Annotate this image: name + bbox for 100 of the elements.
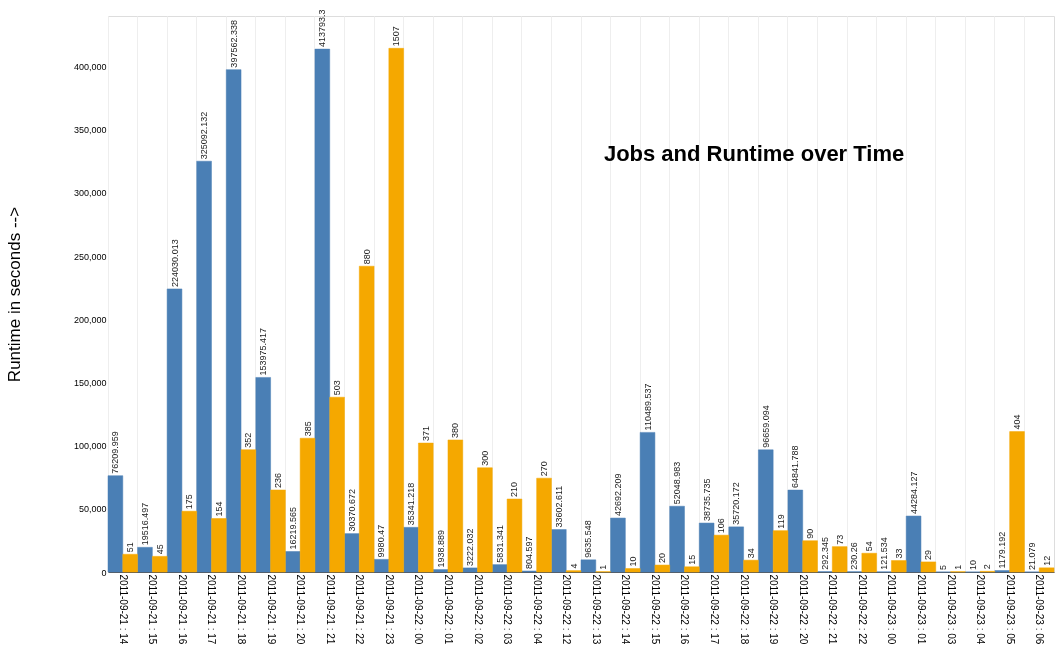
data-label: 45 [154,544,165,555]
bar [432,569,449,573]
data-label: 33602.611 [553,485,564,528]
bar [920,561,936,573]
data-label: 236 [272,472,283,488]
bar [1038,567,1055,573]
data-label: 352 [243,432,254,448]
x-tick-label: 2011-09-23 : 00 [886,574,898,645]
data-label: 20 [657,553,668,564]
data-label: 325092.132 [199,111,210,160]
data-label: 300 [479,450,490,466]
data-label: 35341.218 [406,482,417,526]
bar [447,439,463,573]
data-label: 38735.735 [701,478,712,522]
x-tick-label: 2011-09-21 : 16 [176,574,188,645]
bar [477,467,493,573]
data-label: 30370.672 [346,489,357,532]
bar [684,566,700,573]
bar [639,432,656,573]
data-label: 16219.565 [287,506,298,550]
data-label: 29 [923,549,934,560]
data-label: 110489.537 [642,383,653,431]
data-label: 44284.127 [908,471,919,515]
x-tick-label: 2011-09-23 : 01 [915,574,927,645]
data-label: 154 [213,501,224,517]
x-tick-label: 2011-09-22 : 16 [679,574,691,645]
y-axis-title: Runtime in seconds --> [4,206,24,383]
data-label: 175 [184,494,195,510]
x-tick-label: 2011-09-21 : 19 [265,574,277,645]
data-label: 90 [805,528,816,539]
x-tick-label: 2011-09-22 : 03 [502,574,514,645]
data-label: 10 [967,559,978,570]
x-tick-label: 2011-09-21 : 17 [206,574,218,645]
data-label: 1507 [391,26,402,47]
bar [373,559,390,573]
data-label: 2 [982,564,993,570]
data-label: 33 [893,548,904,559]
y-tick-label: 350,000 [73,125,107,136]
data-label: 292.345 [819,537,830,570]
data-label: 371 [420,426,431,442]
data-label: 9980.47 [376,524,387,558]
x-tick-label: 2011-09-21 : 20 [295,574,307,645]
data-label: 9635.548 [583,520,594,558]
data-label: 413793.3 [317,9,328,48]
bar [506,498,523,573]
x-tick-label: 2011-09-22 : 14 [620,574,632,645]
data-label: 12 [1041,555,1052,566]
bar [359,265,375,573]
data-label: 4 [568,563,579,569]
x-tick-label: 2011-09-22 : 02 [472,574,484,645]
y-tick-label: 250,000 [73,251,107,262]
x-tick-label: 2011-09-21 : 15 [147,574,159,645]
y-tick-label: 150,000 [73,377,107,388]
data-label: 15 [686,554,697,565]
data-label: 21.079 [1026,542,1037,570]
bar [388,48,404,573]
bar [905,515,922,573]
data-label: 54 [864,541,875,552]
x-tick-label: 2011-09-21 : 18 [236,574,248,645]
data-label: 503 [332,380,343,396]
bar [344,533,360,573]
data-label: 230.26 [849,542,860,570]
bar [226,69,242,573]
x-tick-label: 2011-09-22 : 18 [738,574,750,645]
x-tick-label: 2011-09-22 : 12 [561,574,573,645]
data-label: 397562.338 [228,20,239,68]
data-label: 3222.032 [465,528,476,566]
x-tick-label: 2011-09-23 : 05 [1004,574,1016,645]
y-tick-label: 300,000 [73,188,107,199]
data-label: 5831.341 [494,525,505,563]
bar [299,437,316,573]
text: Jobs and Runtime over Time [603,140,905,166]
x-tick-label: 2011-09-22 : 19 [768,574,780,645]
bar [625,568,641,573]
data-label: 385 [302,421,313,437]
data-label: 153975.417 [258,327,269,376]
x-tick-label: 2011-09-23 : 03 [945,574,957,645]
bar [1009,431,1025,573]
bar [285,551,301,573]
bar [580,559,597,573]
x-tick-label: 2011-09-21 : 23 [383,574,395,645]
bar [654,564,670,573]
x-tick-label: 2011-09-22 : 04 [531,574,543,645]
data-label: 10 [627,556,638,567]
bar [211,518,227,573]
x-tick-label: 2011-09-22 : 17 [709,574,721,645]
x-tick-label: 2011-09-22 : 01 [442,574,454,645]
data-label: 35720.172 [731,482,742,525]
data-label: 52048.983 [672,461,683,505]
data-label: 404 [1012,414,1023,430]
data-label: 96659.094 [760,405,771,448]
x-tick-label: 2011-09-22 : 00 [413,574,425,645]
data-label: 5 [938,564,949,570]
x-tick-label: 2011-09-23 : 06 [1034,574,1046,645]
x-tick-label: 2011-09-21 : 22 [354,574,366,645]
bar [743,559,759,573]
y-tick-label: 0 [101,567,107,578]
bar [462,567,478,573]
y-tick-label: 50,000 [78,504,107,515]
bar [181,510,197,573]
